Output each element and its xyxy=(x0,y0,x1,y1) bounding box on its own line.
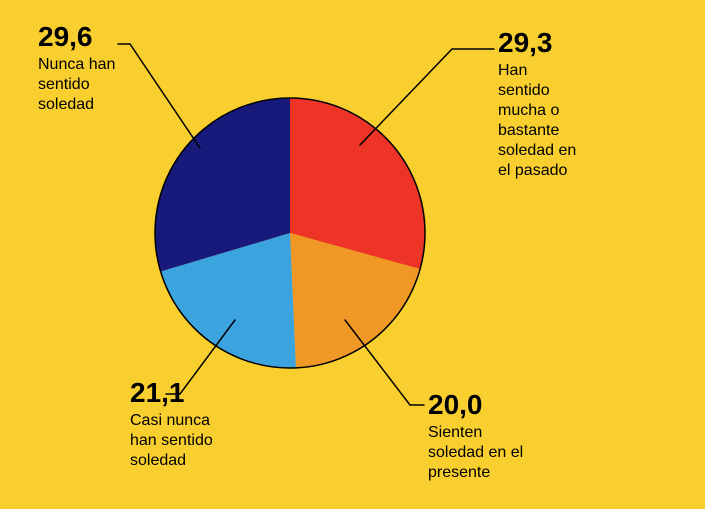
label-nunca-value: 29,6 xyxy=(38,22,188,53)
label-casi-text: Casi nuncahan sentidosoledad xyxy=(130,411,290,471)
label-casi-value: 21,1 xyxy=(130,378,290,409)
label-nunca: 29,6 Nunca hansentidosoledad xyxy=(38,22,188,115)
label-presente-text: Sientensoledad en elpresente xyxy=(428,423,608,483)
label-presente-value: 20,0 xyxy=(428,390,608,421)
label-presente: 20,0 Sientensoledad en elpresente xyxy=(428,390,608,483)
label-pasado-text: Hansentidomucha obastantesoledad enel pa… xyxy=(498,61,668,181)
label-casi: 21,1 Casi nuncahan sentidosoledad xyxy=(130,378,290,471)
pie-chart-canvas: 29,3 Hansentidomucha obastantesoledad en… xyxy=(0,0,705,509)
label-pasado: 29,3 Hansentidomucha obastantesoledad en… xyxy=(498,28,668,181)
label-nunca-text: Nunca hansentidosoledad xyxy=(38,55,188,115)
label-pasado-value: 29,3 xyxy=(498,28,668,59)
